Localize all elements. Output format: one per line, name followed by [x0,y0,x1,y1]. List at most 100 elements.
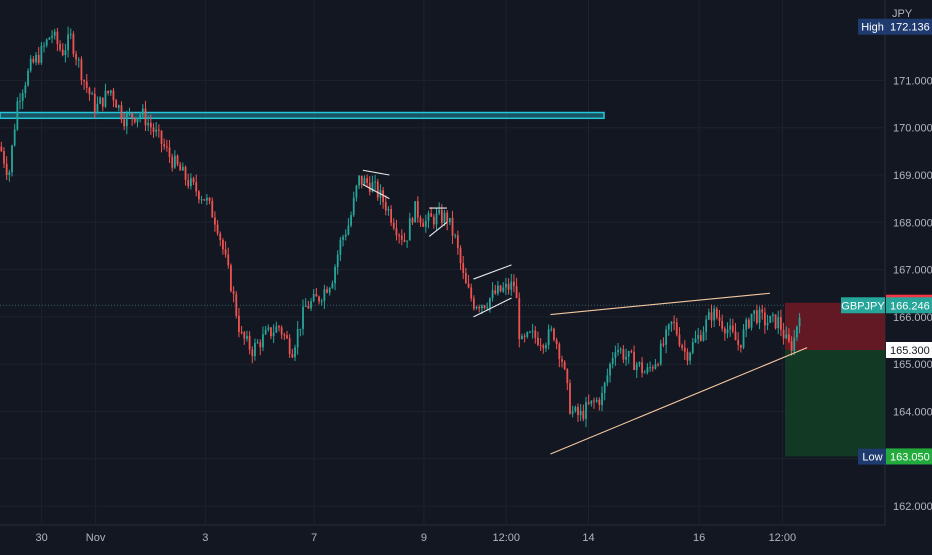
candle-body [670,321,673,325]
candle-body [83,80,85,82]
candle-body [352,197,355,216]
candle-body [606,375,609,383]
candle-body [149,122,152,128]
low-label-background [858,448,887,465]
candle-body [713,308,716,321]
candle-body [326,289,328,293]
candle-body [230,265,232,292]
currency-label: JPY [892,8,913,20]
candle-body [67,34,69,51]
candle-body [189,178,192,187]
candle-body [272,332,275,337]
candle-body [782,329,785,339]
candle-body [187,179,190,187]
candle-body [569,383,571,414]
candle-body [93,93,96,113]
candle-body [109,90,112,94]
candle-body [753,310,756,314]
candle-body [307,306,310,309]
candle-body [374,181,376,183]
candle-body [478,306,481,309]
candle-body [718,317,721,321]
trendline[interactable] [362,183,390,200]
candle-body [675,322,678,335]
take-profit-zone[interactable] [784,350,885,457]
candle-body [19,100,21,102]
candle-body [11,145,13,173]
trendline[interactable] [428,221,448,237]
price-tick-label: 162.000 [893,501,932,513]
candle-body [467,283,470,288]
trendline[interactable] [550,347,808,455]
high-value-background [886,18,932,35]
time-tick-label: 16 [693,532,705,544]
price-tick-label: 167.000 [893,265,932,277]
candle-body [649,367,651,369]
candle-body [547,329,550,346]
candle-body [558,344,561,360]
candle-body [539,344,542,346]
candle-body [734,331,737,341]
candle-body [168,147,171,157]
candle-body [766,322,769,326]
candle-body [582,410,585,419]
trendline[interactable] [473,264,512,280]
candle-body [238,315,240,332]
candle-body [646,367,649,373]
candle-body [206,197,208,201]
candle-body [750,313,753,328]
candle-body [37,54,40,63]
candle-body [43,45,45,47]
candle-body [85,81,88,88]
candle-body [790,341,793,352]
candles-layer [0,26,801,428]
candle-body [384,202,387,211]
trendline[interactable] [362,169,390,176]
grid-lines [0,0,885,525]
candle-body [8,172,11,176]
trendline[interactable] [473,297,512,318]
candle-body [283,334,286,336]
candle-body [48,37,51,40]
candle-body [459,247,462,264]
candle-body [758,309,761,323]
candle-body [181,166,184,171]
candle-body [152,127,155,132]
candle-body [208,197,211,201]
candle-body [515,286,518,299]
candle-body [603,382,606,393]
candle-body [689,352,692,361]
candle-body [227,254,230,266]
candle-body [571,411,574,414]
candle-body [179,164,182,171]
entry-price-label: 165.300 [890,345,930,357]
candle-body [472,298,475,309]
horizontal-zone[interactable] [0,111,605,120]
candle-body [694,338,697,343]
time-tick-label: 30 [35,532,47,544]
trendline[interactable] [550,292,771,316]
candle-body [288,338,291,355]
candle-body [318,296,320,302]
candle-body [323,289,326,301]
candle-body [136,117,139,123]
candle-body [678,334,681,346]
candle-body [155,129,158,132]
price-tick-label: 171.000 [893,75,932,87]
candle-body [614,352,617,358]
candle-body [422,222,425,227]
candle-body [424,220,427,227]
symbol-label-background [841,297,885,314]
candle-body [707,312,710,320]
candle-body [310,301,312,309]
candle-body [368,182,371,192]
candle-body [665,329,668,345]
candle-body [16,101,19,130]
low-label: Low [862,452,882,464]
candle-body [232,291,235,295]
candle-body [35,54,37,63]
last-price-label: 166.246 [890,300,930,312]
candle-body [80,59,83,81]
candle-body [699,335,702,341]
